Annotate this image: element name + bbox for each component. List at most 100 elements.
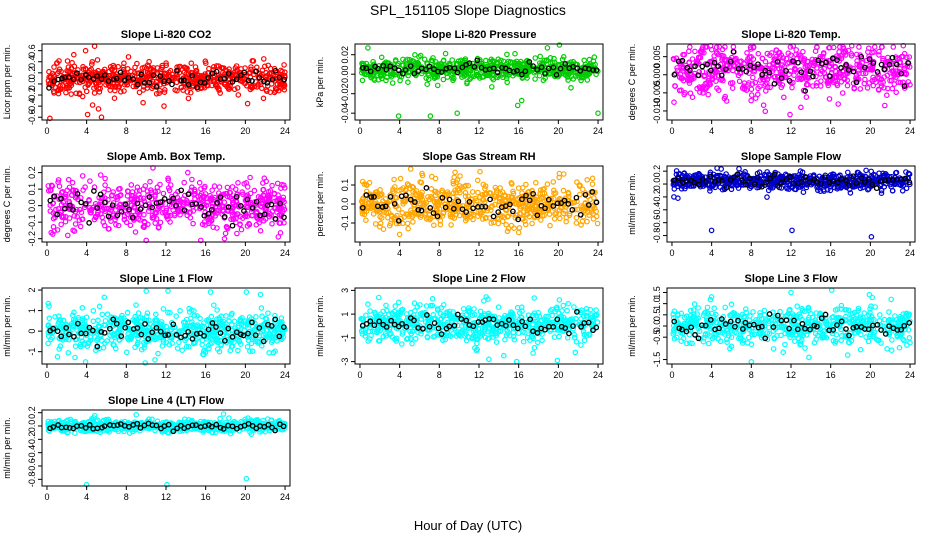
- data-point: [106, 210, 113, 217]
- data-point: [560, 53, 567, 60]
- reference-point: [550, 64, 557, 71]
- outlier-point: [84, 111, 91, 118]
- x-axis: 0 4 8 12 16 20 24: [357, 120, 603, 136]
- data-point: [403, 61, 410, 67]
- reference-point: [838, 65, 844, 71]
- data-point: [250, 58, 257, 64]
- data-point: [55, 177, 62, 183]
- data-point: [378, 54, 385, 61]
- data-point: [554, 67, 561, 73]
- reference-point: [522, 68, 529, 75]
- data-point: [128, 182, 135, 188]
- panel-ylabel: kPa per min.: [315, 57, 325, 108]
- x-tick-label: 16: [514, 248, 524, 258]
- reference-point: [490, 213, 497, 220]
- y-tick-label: 0.0: [27, 199, 37, 212]
- reference-point: [526, 59, 533, 65]
- data-point: [118, 80, 124, 87]
- data-point: [464, 80, 470, 87]
- x-tick-label: 12: [474, 126, 484, 136]
- data-point: [59, 214, 66, 221]
- panel-ylabel: degrees C per min.: [2, 166, 12, 243]
- data-point: [814, 44, 820, 50]
- data-point: [762, 58, 769, 65]
- data-point: [544, 181, 551, 188]
- data-point: [277, 230, 284, 236]
- data-point: [190, 220, 196, 227]
- data-point: [151, 69, 157, 75]
- data-point: [702, 80, 709, 87]
- data-point: [227, 347, 234, 354]
- data-point: [63, 89, 69, 96]
- data-point: [180, 87, 186, 93]
- data-point: [102, 182, 108, 188]
- data-point: [832, 63, 838, 70]
- data-point: [721, 95, 728, 102]
- data-point: [78, 209, 85, 216]
- reference-point: [411, 70, 418, 77]
- data-point: [682, 90, 688, 96]
- x-tick-label: 4: [397, 248, 402, 258]
- data-point: [211, 196, 217, 203]
- data-point: [115, 63, 121, 70]
- data-point: [537, 53, 544, 60]
- data-point: [833, 75, 839, 81]
- reference-point: [185, 81, 192, 88]
- reference-point: [146, 194, 153, 200]
- data-point: [438, 60, 444, 67]
- data-point: [277, 220, 284, 226]
- data-point: [907, 82, 913, 88]
- data-point: [792, 67, 799, 73]
- data-point: [105, 186, 112, 193]
- data-point: [280, 182, 287, 189]
- panel-title: Slope Li-820 CO2: [121, 29, 211, 41]
- data-point: [730, 43, 737, 50]
- data-point: [220, 204, 226, 210]
- data-point: [383, 59, 389, 66]
- data-point: [856, 44, 862, 50]
- reference-point: [149, 204, 156, 211]
- x-tick-label: 20: [865, 248, 875, 258]
- outlier-point: [787, 111, 793, 118]
- data-point: [79, 216, 85, 223]
- reference-point: [889, 54, 896, 61]
- reference-point: [269, 76, 276, 83]
- data-point: [152, 220, 159, 226]
- data-point: [685, 48, 692, 55]
- outlier-point: [91, 43, 98, 50]
- data-point: [519, 75, 526, 81]
- data-point: [581, 57, 588, 64]
- reference-point: [707, 67, 714, 74]
- x-tick-label: 12: [786, 248, 796, 258]
- data-point: [105, 197, 111, 203]
- data-points: [45, 288, 288, 366]
- outlier-point: [95, 106, 102, 112]
- data-point: [257, 194, 264, 201]
- data-point: [108, 72, 114, 79]
- data-point: [785, 50, 792, 57]
- reference-point: [474, 57, 481, 64]
- data-point: [870, 82, 877, 89]
- y-tick-label: 0.00: [340, 65, 350, 83]
- data-point: [676, 74, 683, 81]
- data-point: [503, 221, 510, 228]
- data-point: [584, 177, 591, 183]
- reference-point: [518, 71, 525, 78]
- data-point: [90, 307, 97, 314]
- reference-point: [62, 205, 68, 212]
- reference-point: [743, 68, 750, 75]
- y-tick-label: 0.005: [652, 45, 662, 68]
- data-point: [899, 188, 906, 194]
- reference-point: [157, 199, 164, 206]
- figure-title: SPL_151105 Slope Diagnostics: [370, 2, 566, 18]
- reference-point: [387, 63, 394, 70]
- y-tick-label: 0.0: [27, 78, 37, 91]
- reference-point: [815, 57, 822, 64]
- data-point: [707, 188, 713, 194]
- data-point: [371, 77, 378, 83]
- data-point: [209, 203, 216, 210]
- data-point: [876, 75, 882, 82]
- reference-point: [593, 67, 600, 73]
- data-point: [803, 94, 810, 100]
